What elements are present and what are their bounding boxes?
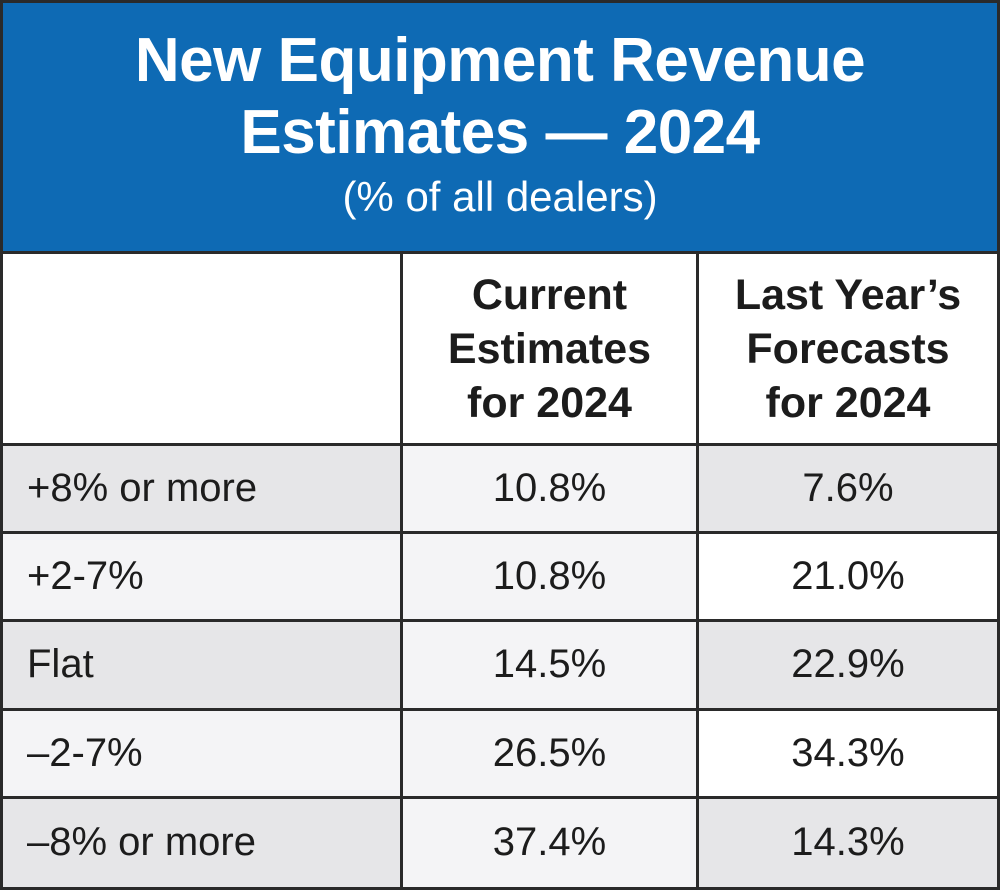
- cell-last-year-flat: 22.9%: [699, 622, 997, 711]
- cell-current-minus-8: 37.4%: [403, 798, 699, 887]
- table-title: New Equipment Revenue Estimates — 2024: [3, 3, 997, 169]
- cell-current-minus-2-7: 26.5%: [403, 710, 699, 799]
- row-label-minus-8: –8% or more: [3, 798, 403, 887]
- column-header-last-year-line-2: Forecasts: [746, 324, 950, 373]
- cell-last-year-plus-8: 7.6%: [699, 446, 997, 535]
- data-grid: Current Estimates for 2024 Last Year’s F…: [3, 254, 997, 887]
- column-header-last-year-line-3: for 2024: [765, 378, 931, 427]
- column-header-last-year: Last Year’s Forecasts for 2024: [699, 254, 997, 446]
- row-label-flat: Flat: [3, 622, 403, 711]
- corner-cell: [3, 254, 403, 446]
- cell-last-year-plus-2-7: 21.0%: [699, 534, 997, 623]
- cell-current-plus-8: 10.8%: [403, 446, 699, 535]
- cell-current-flat: 14.5%: [403, 622, 699, 711]
- cell-last-year-minus-2-7: 34.3%: [699, 710, 997, 799]
- column-header-current: Current Estimates for 2024: [403, 254, 699, 446]
- row-label-minus-2-7: –2-7%: [3, 710, 403, 799]
- title-line-1: New Equipment Revenue: [134, 26, 866, 95]
- column-header-current-line-2: Estimates: [447, 324, 652, 373]
- cell-last-year-minus-8: 14.3%: [699, 798, 997, 887]
- column-header-current-line-3: for 2024: [467, 378, 632, 427]
- column-header-current-line-1: Current: [471, 270, 628, 319]
- column-header-last-year-line-1: Last Year’s: [734, 270, 962, 319]
- table-header-banner: New Equipment Revenue Estimates — 2024 (…: [3, 3, 997, 254]
- row-label-plus-2-7: +2-7%: [3, 534, 403, 623]
- row-label-plus-8: +8% or more: [3, 446, 403, 535]
- cell-current-plus-2-7: 10.8%: [403, 534, 699, 623]
- table-subtitle: (% of all dealers): [342, 173, 658, 220]
- title-line-2: Estimates — 2024: [240, 98, 760, 167]
